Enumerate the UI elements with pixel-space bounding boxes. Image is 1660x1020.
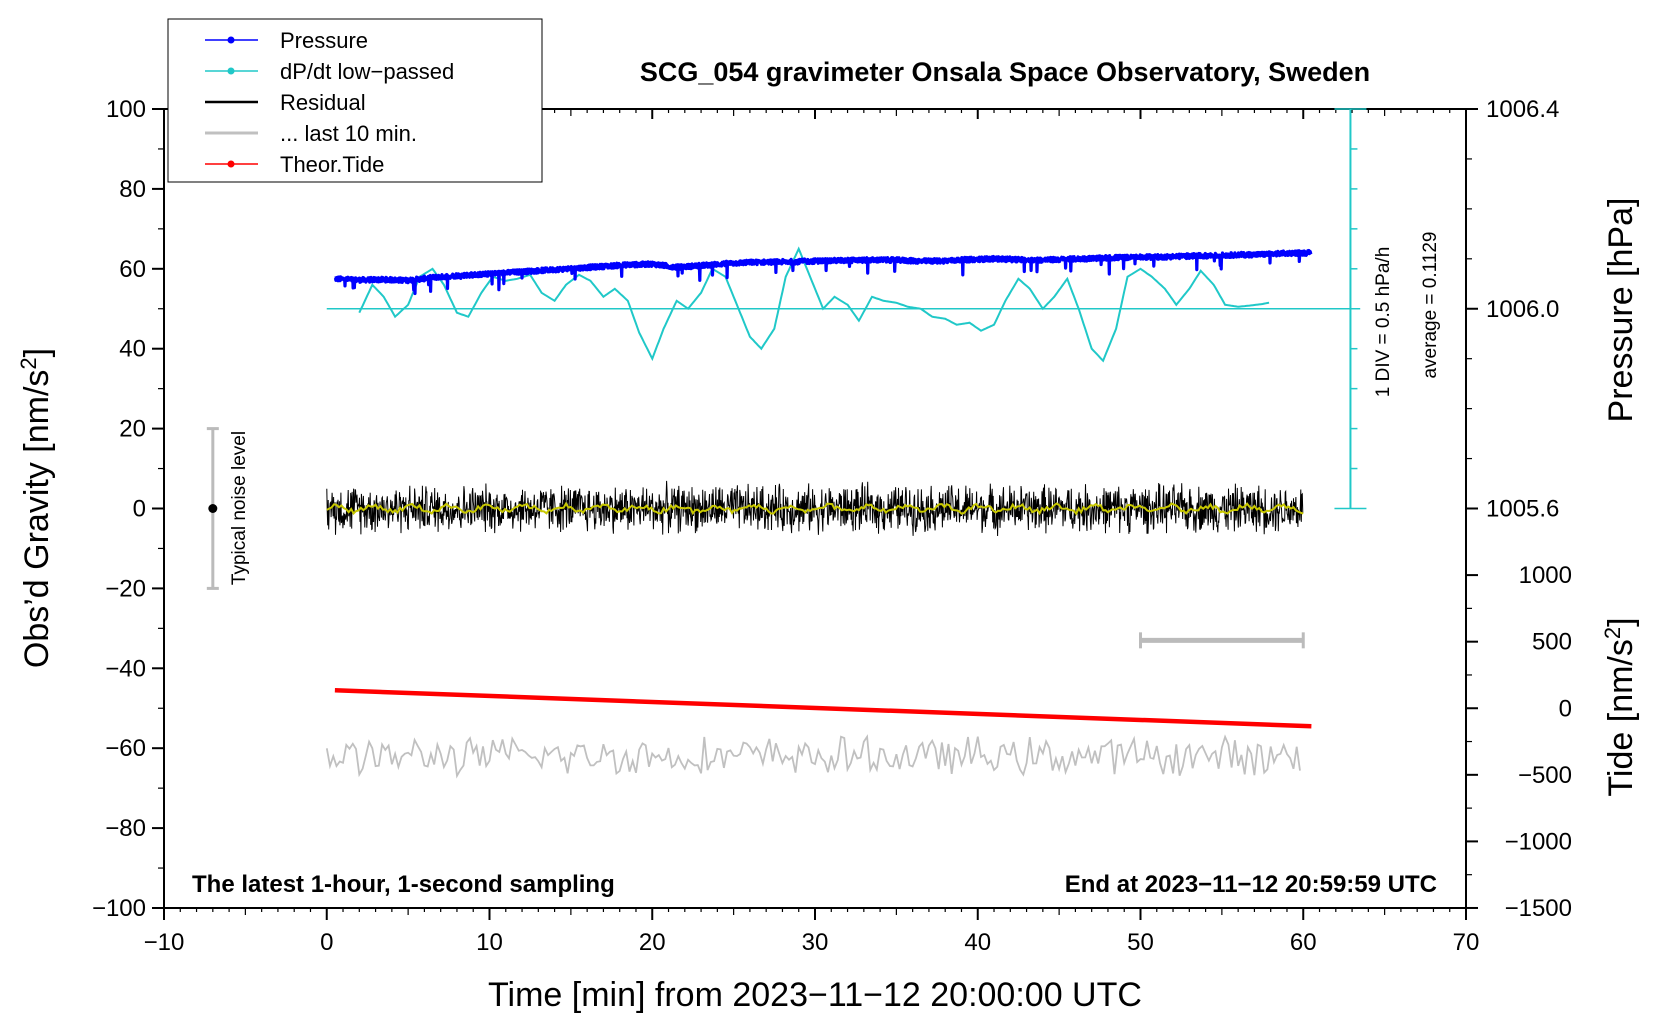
legend-label: ... last 10 min. xyxy=(280,121,417,146)
tide-tick-label: 0 xyxy=(1559,695,1572,722)
y-tick-label: 80 xyxy=(119,176,146,203)
series-residual-smoothed xyxy=(326,501,1304,516)
x-tick-label: 40 xyxy=(964,929,991,956)
legend-label: dP/dt low−passed xyxy=(280,59,454,84)
dpdt-scale-bar xyxy=(1334,108,1367,510)
series-residual xyxy=(326,480,1304,537)
pressure-axis-title: Pressure [hPa] xyxy=(1602,198,1640,423)
last-10-min-bar xyxy=(1139,632,1305,649)
y-tick-label: 60 xyxy=(119,256,146,283)
y-tick-label: 0 xyxy=(133,496,146,523)
sampling-label: The latest 1-hour, 1-second sampling xyxy=(192,871,615,898)
x-tick-label: 20 xyxy=(639,929,666,956)
legend-marker xyxy=(227,160,235,168)
legend-marker xyxy=(227,36,235,44)
noise-level-label: Typical noise level xyxy=(229,431,250,585)
pressure-tick-label: 1006.4 xyxy=(1486,96,1559,123)
x-tick-label: 10 xyxy=(476,929,503,956)
series-layer xyxy=(325,246,1361,779)
pressure-tick-label: 1005.6 xyxy=(1486,496,1559,523)
y-axis-pressure: 1005.6 1006.0 1006.4 xyxy=(1466,96,1559,523)
y-tick-label: −100 xyxy=(92,895,146,922)
y-tick-label: −60 xyxy=(105,735,146,762)
y-axis-gravity: −100 −80 −60 −40 −20 0 20 40 60 80 100 xyxy=(92,96,164,922)
tide-tick-label: −1000 xyxy=(1505,828,1572,855)
tide-tick-label: 1000 xyxy=(1519,562,1572,589)
dpdt-scale-label: 1 DIV = 0.5 hPa/h xyxy=(1373,247,1394,398)
x-tick-label: 50 xyxy=(1127,929,1154,956)
legend-box xyxy=(167,18,543,183)
legend-marker xyxy=(227,67,235,75)
tide-tick-label: −500 xyxy=(1518,762,1572,789)
dpdt-average-label: average = 0.1129 xyxy=(1420,231,1441,378)
end-time-label: End at 2023−11−12 20:59:59 UTC xyxy=(1065,871,1437,898)
series-theor-tide xyxy=(334,688,1312,729)
series-last-10-min xyxy=(325,734,1301,779)
noise-level-bar xyxy=(206,427,219,590)
y-tick-label: −40 xyxy=(105,655,146,682)
x-tick-label: 0 xyxy=(320,929,333,956)
y-tick-label: 20 xyxy=(119,416,146,443)
tide-axis-title: Tide [nm/s2] xyxy=(1600,617,1640,796)
x-axis: −10 0 10 20 30 40 50 60 70 xyxy=(144,109,1480,956)
x-axis-title: Time [min] from 2023−11−12 20:00:00 UTC xyxy=(488,976,1142,1014)
tide-tick-label: 500 xyxy=(1532,629,1572,656)
series-dpdt xyxy=(358,246,1270,363)
x-tick-label: −10 xyxy=(144,929,185,956)
pressure-tick-label: 1006.0 xyxy=(1486,296,1559,323)
noise-bar-center xyxy=(208,504,218,513)
y-axis-title: Obs’d Gravity [nm/s2] xyxy=(16,348,56,668)
legend-label: Theor.Tide xyxy=(280,152,384,177)
y-tick-label: −20 xyxy=(105,575,146,602)
y-axis-tide: 1000 500 0 −500 −1000 −1500 xyxy=(1466,562,1572,922)
legend-label: Pressure xyxy=(280,28,368,53)
legend: Pressure dP/dt low−passed Residual ... last… xyxy=(167,18,543,183)
y-tick-label: 100 xyxy=(106,96,146,123)
y-tick-label: −80 xyxy=(105,815,146,842)
tide-tick-label: −1500 xyxy=(1505,895,1572,922)
chart-title: SCG_054 gravimeter Onsala Space Observat… xyxy=(640,57,1370,87)
legend-label: Residual xyxy=(280,90,366,115)
x-tick-label: 70 xyxy=(1453,929,1480,956)
series-pressure xyxy=(333,248,1313,296)
y-tick-label: 40 xyxy=(119,336,146,363)
x-tick-label: 30 xyxy=(802,929,829,956)
x-tick-label: 60 xyxy=(1290,929,1317,956)
